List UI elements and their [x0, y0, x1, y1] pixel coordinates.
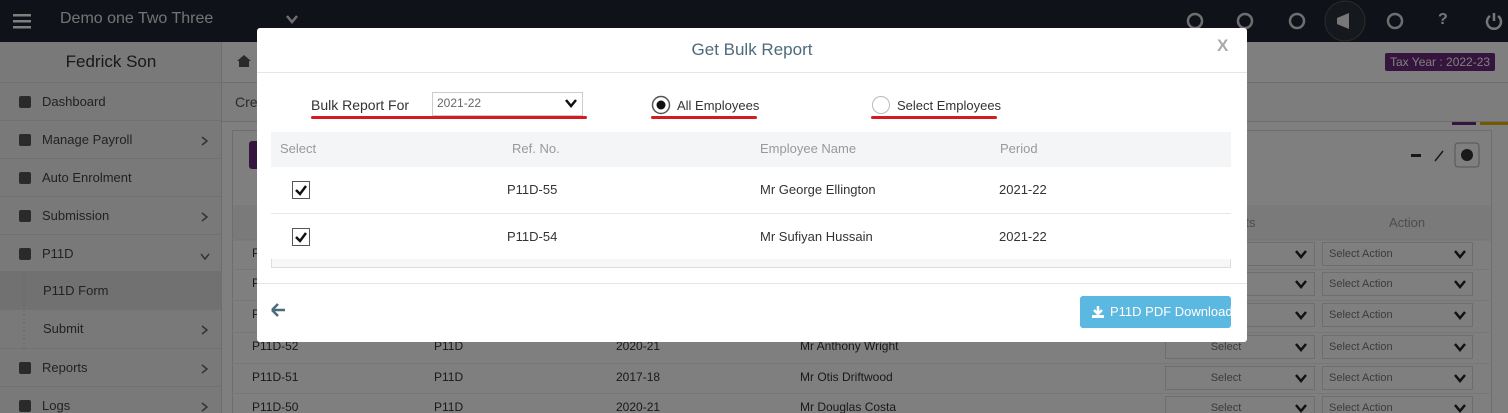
- cell: P11D-54: [507, 229, 558, 244]
- checkbox-svg: [292, 181, 310, 199]
- modal-title: Get Bulk Report: [691, 40, 813, 59]
- download-button[interactable]: P11D PDF Download: [1080, 296, 1233, 328]
- col-header: Period: [1000, 141, 1038, 156]
- col-header: Ref. No.: [512, 141, 560, 156]
- cell: 2021-22: [999, 229, 1047, 244]
- underline: [871, 116, 997, 119]
- col-header: Select: [280, 141, 317, 156]
- footer-divider: [257, 283, 1247, 284]
- table-header-bg: [271, 132, 1231, 167]
- scroll-track: [271, 259, 1231, 268]
- cell: 2021-22: [999, 182, 1047, 197]
- chevron-svg: [565, 99, 577, 108]
- radio-all-svg: [651, 95, 671, 115]
- download-icon-svg: [1092, 306, 1104, 318]
- download-icon: [1091, 305, 1105, 319]
- cell: Mr George Ellington: [760, 182, 876, 197]
- modal: Get Bulk Report X Bulk Report For 2021-22 Al…: [257, 28, 1247, 342]
- radio-select[interactable]: [871, 95, 891, 115]
- modal-close[interactable]: X: [1217, 36, 1229, 55]
- underline: [311, 116, 587, 119]
- checkbox-svg: [292, 228, 310, 246]
- row-divider: [271, 213, 1231, 214]
- col-header: Employee Name: [760, 141, 857, 156]
- back-arrow[interactable]: [271, 303, 287, 317]
- year-text: 2021-22: [437, 96, 482, 110]
- checkbox[interactable]: [292, 228, 310, 246]
- bulk-label: Bulk Report For: [311, 97, 410, 113]
- cell: P11D-55: [507, 182, 558, 197]
- radio-all[interactable]: [651, 95, 671, 115]
- radio-label[interactable]: Select Employees: [897, 98, 1002, 113]
- year-select[interactable]: 2021-22: [432, 92, 583, 116]
- radio-label[interactable]: All Employees: [677, 98, 760, 113]
- chevron: [564, 96, 580, 112]
- download-label: P11D PDF Download: [1110, 304, 1233, 319]
- back-arrow-svg: [271, 303, 285, 317]
- checkbox[interactable]: [292, 181, 310, 199]
- cell: Mr Sufiyan Hussain: [760, 229, 873, 244]
- underline: [651, 116, 757, 119]
- radio-select-svg: [872, 96, 890, 114]
- header-divider: [257, 72, 1247, 73]
